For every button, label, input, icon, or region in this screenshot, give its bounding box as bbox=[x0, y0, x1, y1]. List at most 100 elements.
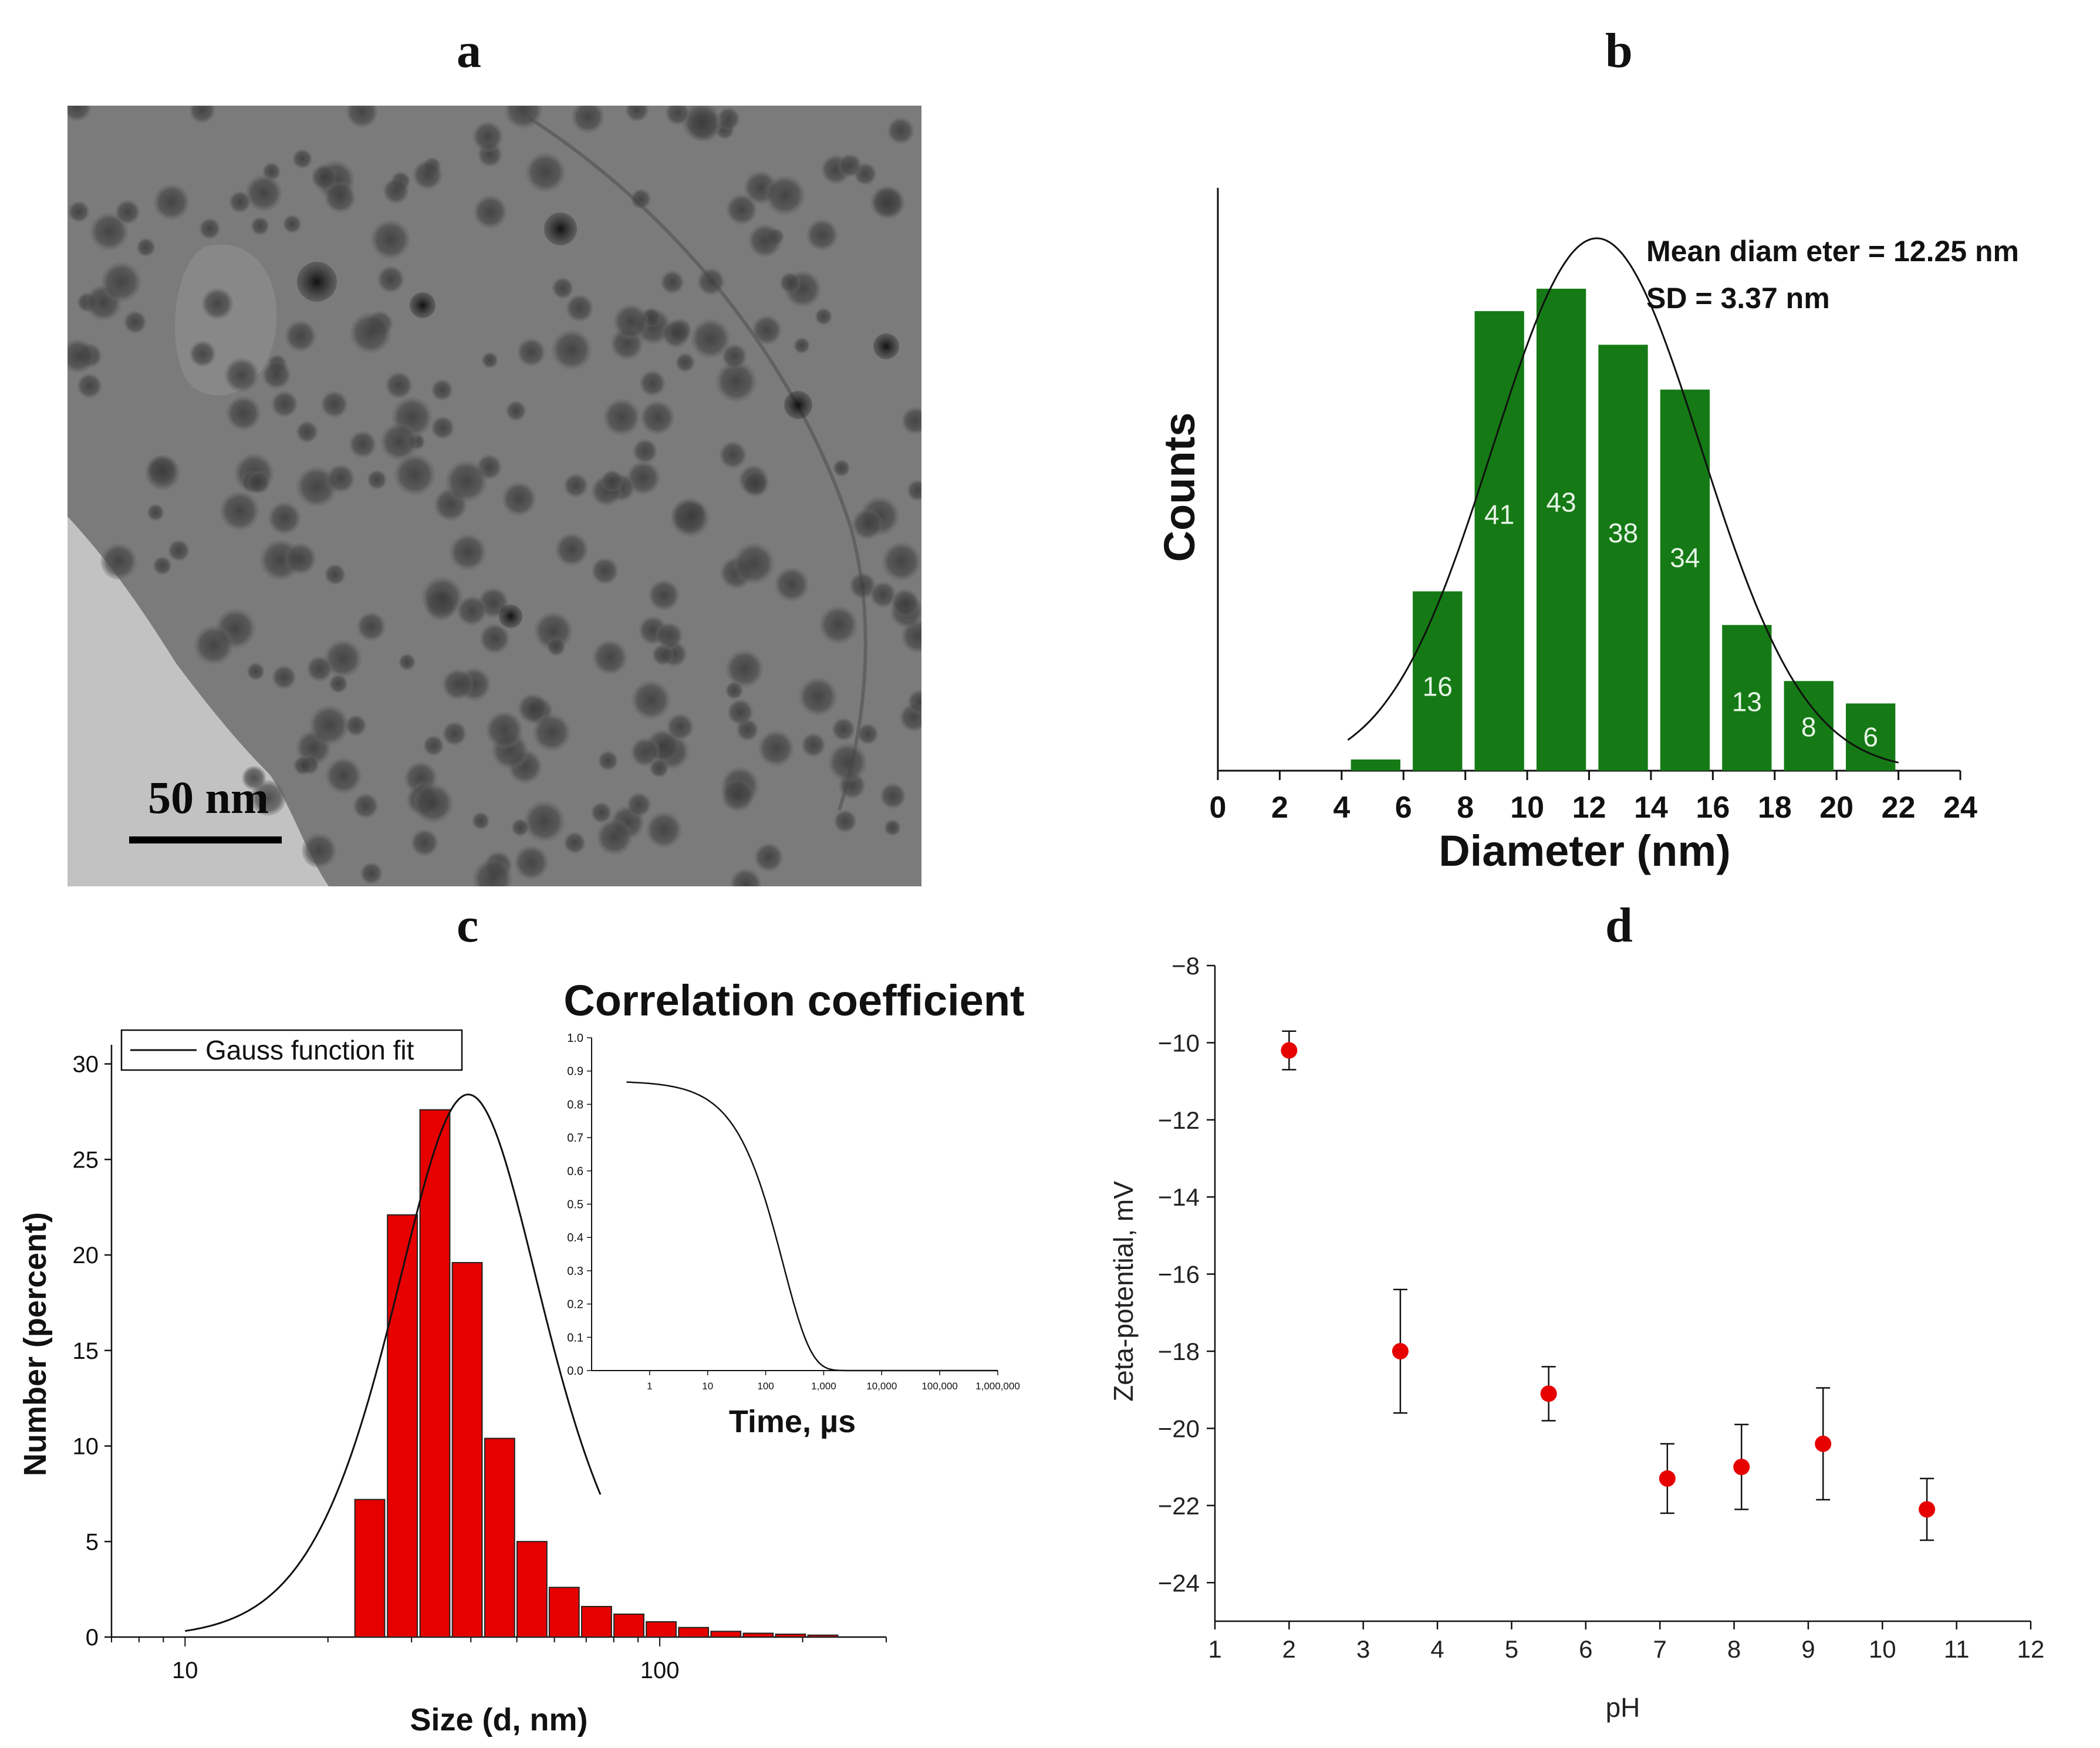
tem-particle bbox=[411, 829, 438, 857]
chart-b-x-label: Diameter (nm) bbox=[1439, 826, 1731, 875]
chart-b-x-tick-label: 2 bbox=[1271, 791, 1288, 825]
chart-c-bars bbox=[354, 1109, 839, 1638]
chart-c-bar bbox=[354, 1499, 386, 1638]
chart-d-y-tick-label: −14 bbox=[1158, 1183, 1200, 1211]
tem-particles bbox=[67, 106, 921, 886]
tem-particle bbox=[869, 581, 897, 608]
chart-b-bar bbox=[1598, 345, 1648, 771]
tem-particle bbox=[292, 149, 313, 169]
chart-b-x-tick-label: 18 bbox=[1758, 791, 1792, 825]
tem-particle bbox=[631, 680, 671, 720]
tem-particle bbox=[67, 201, 90, 222]
tem-particle bbox=[309, 705, 349, 745]
chart-c-x-label: Size (d, nm) bbox=[410, 1702, 588, 1737]
chart-b-x-tick-label: 0 bbox=[1210, 791, 1227, 825]
chart-b-bar bbox=[1784, 681, 1834, 771]
tem-particle bbox=[226, 396, 261, 431]
inset-y-tick-label: 0.9 bbox=[567, 1065, 583, 1078]
inset-y-tick-label: 0.1 bbox=[567, 1331, 583, 1344]
tem-particle bbox=[613, 304, 649, 340]
tem-particle bbox=[571, 106, 605, 133]
tem-particle bbox=[596, 819, 633, 855]
chart-b-x-tick-label: 14 bbox=[1634, 791, 1668, 825]
chart-c-y-tick-label: 10 bbox=[73, 1434, 99, 1460]
tem-particle bbox=[153, 184, 190, 221]
tem-particle bbox=[727, 698, 754, 725]
tem-particle bbox=[370, 220, 410, 259]
chart-c-y-tick-label: 15 bbox=[73, 1338, 99, 1364]
tem-particle bbox=[518, 693, 548, 724]
chart-c-bar bbox=[548, 1587, 580, 1638]
tem-particle bbox=[648, 579, 680, 611]
tem-particle bbox=[754, 842, 784, 872]
tem-particle bbox=[726, 194, 758, 225]
tem-particle bbox=[449, 534, 487, 571]
chart-c-bar bbox=[613, 1613, 644, 1638]
tem-particle bbox=[627, 792, 651, 817]
tem-particle bbox=[445, 460, 488, 502]
tem-particle bbox=[284, 542, 317, 575]
inset-y-tick-label: 0.5 bbox=[567, 1199, 583, 1212]
tem-particle bbox=[356, 612, 386, 642]
chart-c-legend-label: Gauss function fit bbox=[205, 1035, 414, 1065]
inset-y-tick-label: 0.0 bbox=[567, 1365, 583, 1378]
tem-particle bbox=[649, 758, 669, 778]
chart-d-x-tick-label: 3 bbox=[1356, 1635, 1370, 1663]
chart-d-x-tick-label: 10 bbox=[1869, 1635, 1896, 1663]
chart-d-point bbox=[1815, 1435, 1832, 1452]
tem-particle bbox=[625, 106, 649, 122]
chart-b-bar-label: 8 bbox=[1801, 711, 1817, 742]
tem-particle bbox=[199, 218, 221, 239]
chart-d-x-tick-label: 9 bbox=[1801, 1635, 1815, 1663]
tem-particle-dark bbox=[297, 262, 337, 302]
tem-particle bbox=[324, 639, 362, 678]
tem-particle bbox=[247, 471, 270, 494]
tem-particle bbox=[798, 677, 838, 716]
tem-particle bbox=[247, 662, 265, 681]
tem-particle bbox=[630, 188, 651, 210]
tem-particle bbox=[189, 106, 215, 124]
tem-particle bbox=[413, 160, 443, 190]
tem-particle bbox=[546, 637, 566, 656]
chart-c-bar bbox=[742, 1632, 774, 1638]
tem-particle bbox=[697, 268, 725, 296]
tem-particle bbox=[302, 833, 337, 868]
inset-y-tick-label: 1.0 bbox=[567, 1032, 583, 1045]
inset-x-label: Time, µs bbox=[729, 1404, 856, 1439]
tem-particle bbox=[472, 859, 512, 886]
tem-particle bbox=[882, 542, 921, 582]
inset-y-ticks: 0.0 0.1 0.2 0.3 0.4 0.5 0.6 0.7 0.8 0.9 1.0 bbox=[567, 1032, 592, 1378]
inset-x-tick-label: 1,000 bbox=[811, 1381, 836, 1392]
chart-d-points bbox=[1281, 1030, 1936, 1541]
tem-particle bbox=[326, 464, 355, 493]
chart-b-x-tick-label: 8 bbox=[1457, 791, 1474, 825]
tem-particle bbox=[719, 441, 747, 469]
chart-d-x-tick-label: 2 bbox=[1282, 1635, 1296, 1663]
chart-c-bar bbox=[419, 1109, 451, 1638]
tem-particle bbox=[324, 181, 356, 213]
tem-particle bbox=[90, 212, 129, 251]
chart-b-x-tick-label: 22 bbox=[1882, 791, 1916, 825]
chart-c-y-tick-label: 30 bbox=[73, 1052, 99, 1078]
tem-particle bbox=[565, 294, 594, 322]
tem-particle bbox=[717, 107, 740, 131]
chart-b-x-tick-label: 6 bbox=[1395, 791, 1412, 825]
tem-particle bbox=[360, 862, 383, 885]
chart-c-x-ticks: 10 100 bbox=[111, 1637, 887, 1683]
chart-c-y-tick-label: 5 bbox=[86, 1529, 99, 1555]
tem-particle bbox=[832, 717, 855, 741]
tem-particle bbox=[730, 868, 762, 886]
chart-c-bar bbox=[451, 1262, 483, 1638]
tem-particle bbox=[857, 723, 879, 745]
chart-c-bar bbox=[646, 1621, 677, 1638]
tem-particle bbox=[592, 640, 628, 675]
tem-particle bbox=[725, 650, 764, 688]
chart-c-bar bbox=[775, 1634, 806, 1638]
inset-y-tick-label: 0.8 bbox=[567, 1098, 583, 1111]
tem-particle bbox=[442, 721, 467, 746]
tem-particle bbox=[819, 605, 858, 644]
tem-particle bbox=[473, 195, 508, 229]
tem-particle bbox=[147, 504, 164, 521]
tem-particle bbox=[725, 681, 744, 700]
tem-particle bbox=[377, 265, 405, 293]
